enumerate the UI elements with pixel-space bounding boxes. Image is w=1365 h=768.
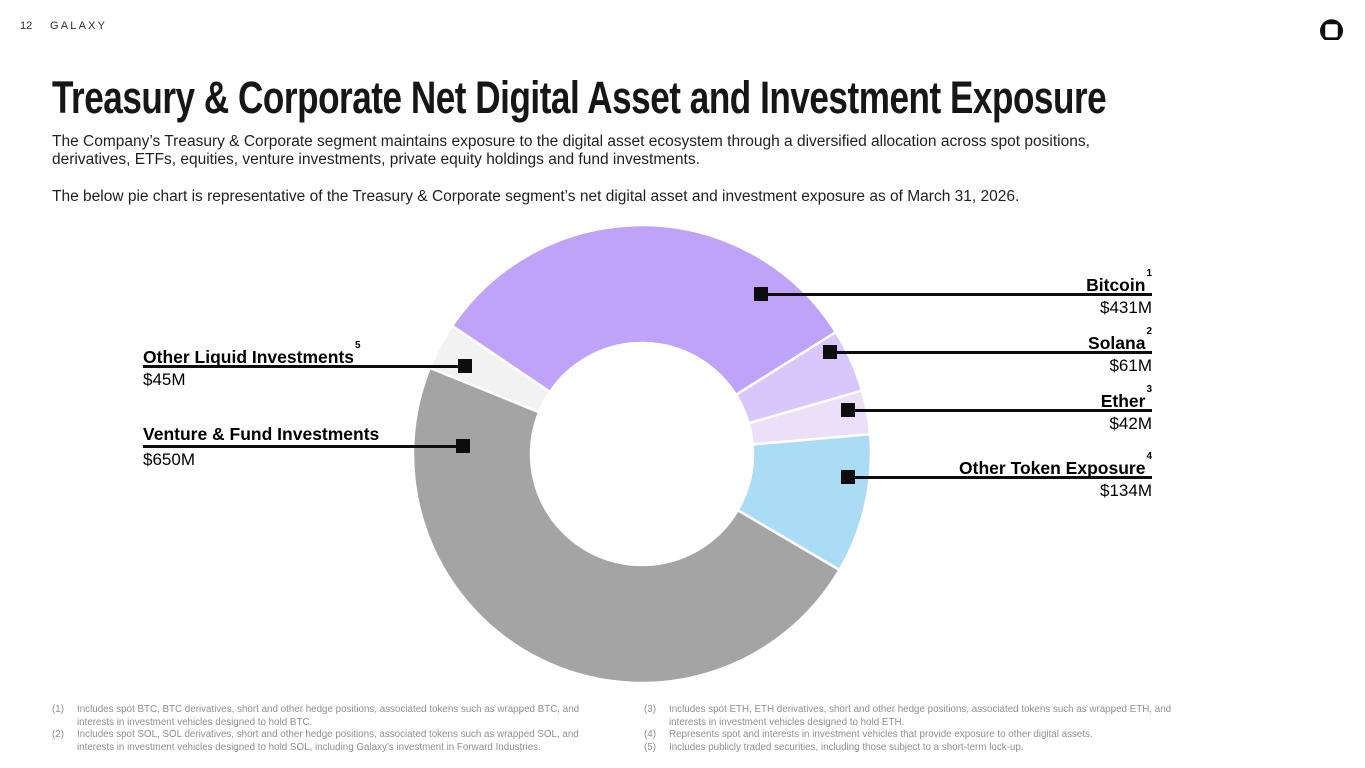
page-title: Treasury & Corporate Net Digital Asset a… (52, 72, 1107, 123)
footnote-reference: 3 (1146, 383, 1152, 395)
page-number: 12 (20, 20, 33, 32)
footnote-text: Includes spot BTC, BTC derivatives, shor… (77, 704, 580, 728)
footnote-text: Represents spot and interests in investm… (669, 729, 1093, 741)
footnote-item: (2) Includes spot SOL, SOL derivatives, s… (52, 729, 618, 754)
footnote-number: (2) (52, 729, 64, 741)
callout-bitcoin: Bitcoin1 $431M (761, 267, 1152, 318)
footnote-reference: 4 (1146, 450, 1152, 462)
callout-marker-solana (823, 345, 837, 359)
donut-segment-bitcoin (450, 223, 838, 397)
galaxy-logo-icon (1320, 19, 1343, 41)
callout-label: Bitcoin1 (761, 267, 1152, 296)
footnotes: (1) Includes spot BTC, BTC derivatives, s… (52, 704, 1322, 754)
donut-segment-other-liquid-investments (428, 324, 552, 414)
footnote-reference: 1 (1146, 267, 1152, 279)
callout-value: $650M (143, 449, 195, 469)
footnote-item: (5) Includes publicly traded securities, … (644, 742, 1210, 755)
callout-value: $431M (1100, 297, 1152, 317)
footnote-reference: 2 (1146, 325, 1152, 337)
callout-label: Solana2 (830, 325, 1152, 354)
callout-value: $42M (1109, 413, 1152, 433)
footnote-number: (4) (644, 729, 656, 741)
footnotes-right-column: (3) Includes spot ETH, ETH derivatives, s… (644, 704, 1210, 754)
callout-other-token-exposure: Other Token Exposure4 $134M (848, 450, 1152, 501)
footnote-number: (5) (644, 741, 656, 753)
callout-label: Ether3 (848, 383, 1152, 412)
intro-paragraph-1: The Company’s Treasury & Corporate segme… (52, 133, 1090, 168)
footnote-number: (3) (644, 704, 656, 715)
footnote-text: Includes spot ETH, ETH derivatives, shor… (669, 704, 1172, 728)
callout-solana: Solana2 $61M (830, 325, 1152, 376)
callout-value: $45M (143, 369, 186, 389)
footnote-number: (1) (52, 704, 64, 715)
intro-paragraph-2: The below pie chart is representative of… (52, 188, 1020, 205)
footnote-item: (1) Includes spot BTC, BTC derivatives, s… (52, 704, 618, 729)
callout-label: Venture & Fund Investments (143, 423, 463, 448)
callout-value: $134M (1100, 480, 1152, 500)
callout-ether: Ether3 $42M (848, 383, 1152, 434)
callout-marker-ether (841, 403, 855, 417)
footnote-text: Includes spot SOL, SOL derivatives, shor… (77, 729, 579, 753)
callout-venture-fund-investments: Venture & Fund Investments $650M (143, 423, 463, 470)
callout-label: Other Liquid Investments5 (143, 339, 465, 368)
callout-marker-other-token-exposure (841, 470, 855, 484)
footnote-text: Includes publicly traded securities, inc… (669, 741, 1024, 753)
callout-marker-bitcoin (754, 287, 768, 301)
callout-value: $61M (1109, 355, 1152, 375)
callout-marker-venture-fund-investments (456, 439, 470, 453)
callout-other-liquid-investments: Other Liquid Investments5 $45M (143, 339, 465, 390)
brand-wordmark: GALAXY (50, 20, 108, 32)
footnote-item: (3) Includes spot ETH, ETH derivatives, s… (644, 704, 1210, 729)
footnote-item: (4) Represents spot and interests in inve… (644, 729, 1210, 742)
callout-label: Other Token Exposure4 (848, 450, 1152, 479)
callout-marker-other-liquid-investments (458, 359, 472, 373)
footnote-reference: 5 (355, 339, 361, 351)
footnotes-left-column: (1) Includes spot BTC, BTC derivatives, s… (52, 704, 618, 754)
